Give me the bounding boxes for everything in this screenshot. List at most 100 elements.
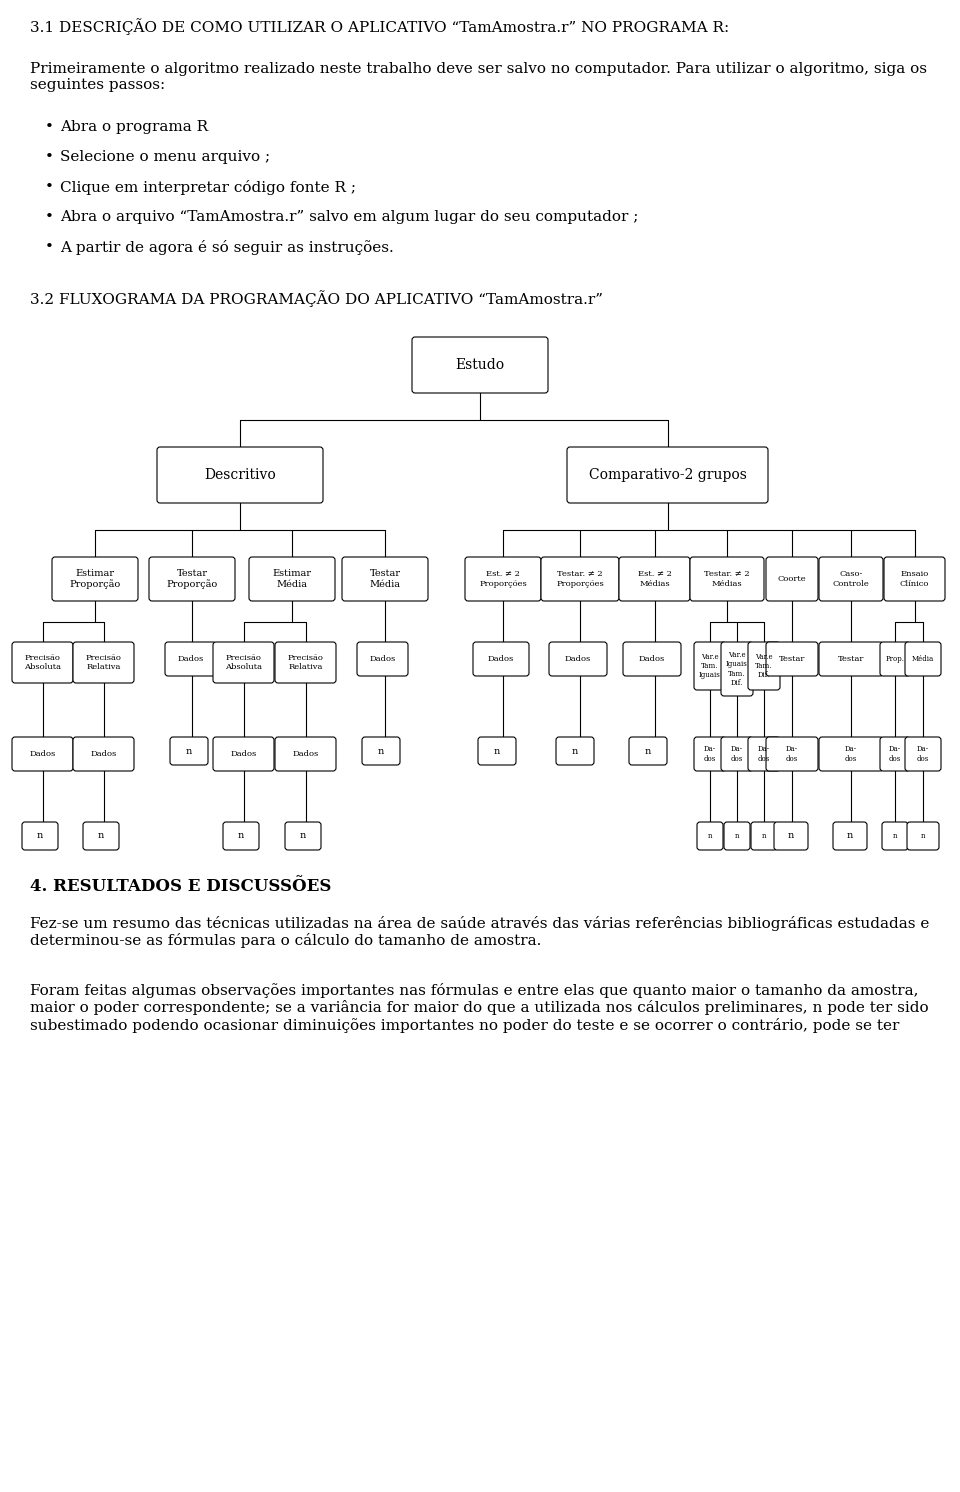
FancyBboxPatch shape: [774, 822, 808, 850]
FancyBboxPatch shape: [567, 448, 768, 503]
Text: Da-
dos: Da- dos: [704, 746, 716, 762]
FancyBboxPatch shape: [721, 737, 753, 771]
Text: Testar. ≠ 2
Proporções: Testar. ≠ 2 Proporções: [556, 570, 604, 588]
Text: Abra o programa R: Abra o programa R: [60, 119, 208, 134]
Text: n: n: [788, 831, 794, 840]
FancyBboxPatch shape: [766, 737, 818, 771]
FancyBboxPatch shape: [766, 642, 818, 676]
Text: Dados: Dados: [90, 750, 116, 758]
FancyBboxPatch shape: [73, 642, 134, 683]
FancyBboxPatch shape: [357, 642, 408, 676]
Text: n: n: [645, 746, 651, 755]
Text: Estudo: Estudo: [455, 358, 505, 372]
Text: 4. RESULTADOS E DISCUSSÕES: 4. RESULTADOS E DISCUSSÕES: [30, 877, 331, 895]
Text: Dados: Dados: [293, 750, 319, 758]
Text: Prop.: Prop.: [885, 655, 904, 662]
FancyBboxPatch shape: [52, 557, 138, 601]
FancyBboxPatch shape: [751, 822, 777, 850]
FancyBboxPatch shape: [275, 737, 336, 771]
FancyBboxPatch shape: [619, 557, 690, 601]
Text: Testar: Testar: [779, 655, 805, 662]
Text: Média: Média: [912, 655, 934, 662]
Text: Testar
Média: Testar Média: [370, 570, 400, 589]
FancyBboxPatch shape: [880, 737, 910, 771]
FancyBboxPatch shape: [342, 557, 428, 601]
Text: Estimar
Proporção: Estimar Proporção: [69, 568, 121, 589]
Text: 3.2 FLUXOGRAMA DA PROGRAMAÇÃO DO APLICATIVO “TamAmostra.r”: 3.2 FLUXOGRAMA DA PROGRAMAÇÃO DO APLICAT…: [30, 289, 603, 307]
Text: •: •: [45, 240, 54, 254]
FancyBboxPatch shape: [884, 557, 945, 601]
Text: Precisão
Relativa: Precisão Relativa: [85, 653, 121, 671]
FancyBboxPatch shape: [819, 737, 883, 771]
FancyBboxPatch shape: [12, 737, 73, 771]
FancyBboxPatch shape: [748, 642, 780, 689]
Text: n: n: [36, 831, 43, 840]
FancyBboxPatch shape: [819, 642, 883, 676]
FancyBboxPatch shape: [12, 642, 73, 683]
FancyBboxPatch shape: [724, 822, 750, 850]
Text: Da-
dos: Da- dos: [845, 746, 857, 762]
Text: Selecione o menu arquivo ;: Selecione o menu arquivo ;: [60, 151, 270, 164]
Text: Dados: Dados: [488, 655, 515, 662]
Text: Primeiramente o algoritmo realizado neste trabalho deve ser salvo no computador.: Primeiramente o algoritmo realizado nest…: [30, 63, 927, 93]
Text: Da-
dos: Da- dos: [731, 746, 743, 762]
Text: Var.e
Tam.
Dif.: Var.e Tam. Dif.: [756, 653, 773, 679]
Text: n: n: [761, 833, 766, 840]
Text: n: n: [708, 833, 712, 840]
FancyBboxPatch shape: [694, 642, 726, 689]
Text: Testar. ≠ 2
Médias: Testar. ≠ 2 Médias: [705, 570, 750, 588]
FancyBboxPatch shape: [213, 737, 274, 771]
Text: Foram feitas algumas observações importantes nas fórmulas e entre elas que quant: Foram feitas algumas observações importa…: [30, 983, 928, 1032]
Text: Abra o arquivo “TamAmostra.r” salvo em algum lugar do seu computador ;: Abra o arquivo “TamAmostra.r” salvo em a…: [60, 210, 638, 224]
FancyBboxPatch shape: [549, 642, 607, 676]
Text: Dados: Dados: [30, 750, 56, 758]
Text: n: n: [493, 746, 500, 755]
FancyBboxPatch shape: [83, 822, 119, 850]
FancyBboxPatch shape: [22, 822, 58, 850]
FancyBboxPatch shape: [623, 642, 681, 676]
Text: Dados: Dados: [230, 750, 256, 758]
Text: Da-
dos: Da- dos: [889, 746, 901, 762]
FancyBboxPatch shape: [412, 337, 548, 392]
FancyBboxPatch shape: [157, 448, 323, 503]
Text: Var.e
Iguais
Tam.
Dif.: Var.e Iguais Tam. Dif.: [726, 651, 748, 686]
FancyBboxPatch shape: [880, 642, 910, 676]
Text: A partir de agora é só seguir as instruções.: A partir de agora é só seguir as instruç…: [60, 240, 394, 255]
Text: Da-
dos: Da- dos: [757, 746, 770, 762]
Text: Est. ≠ 2
Médias: Est. ≠ 2 Médias: [637, 570, 671, 588]
Text: n: n: [300, 831, 306, 840]
FancyBboxPatch shape: [556, 737, 594, 765]
FancyBboxPatch shape: [541, 557, 619, 601]
Text: Est. ≠ 2
Proporções: Est. ≠ 2 Proporções: [479, 570, 527, 588]
FancyBboxPatch shape: [690, 557, 764, 601]
Text: Precisão
Absoluta: Precisão Absoluta: [24, 653, 61, 671]
Text: Descritivo: Descritivo: [204, 468, 276, 482]
FancyBboxPatch shape: [362, 737, 400, 765]
Text: Testar: Testar: [838, 655, 864, 662]
FancyBboxPatch shape: [748, 737, 780, 771]
FancyBboxPatch shape: [149, 557, 235, 601]
FancyBboxPatch shape: [170, 737, 208, 765]
Text: Precisão
Absoluta: Precisão Absoluta: [225, 653, 262, 671]
Text: Fez-se um resumo das técnicas utilizadas na área de saúde através das várias ref: Fez-se um resumo das técnicas utilizadas…: [30, 916, 929, 949]
FancyBboxPatch shape: [213, 642, 274, 683]
Text: •: •: [45, 210, 54, 224]
Text: •: •: [45, 151, 54, 164]
Text: Estimar
Média: Estimar Média: [273, 570, 311, 589]
FancyBboxPatch shape: [819, 557, 883, 601]
Text: n: n: [572, 746, 578, 755]
Text: Da-
dos: Da- dos: [917, 746, 929, 762]
Text: n: n: [186, 746, 192, 755]
FancyBboxPatch shape: [697, 822, 723, 850]
Text: n: n: [98, 831, 104, 840]
Text: Dados: Dados: [178, 655, 204, 662]
FancyBboxPatch shape: [905, 642, 941, 676]
FancyBboxPatch shape: [833, 822, 867, 850]
FancyBboxPatch shape: [473, 642, 529, 676]
FancyBboxPatch shape: [249, 557, 335, 601]
FancyBboxPatch shape: [465, 557, 541, 601]
Text: Testar
Proporção: Testar Proporção: [166, 568, 218, 589]
Text: Dados: Dados: [370, 655, 396, 662]
FancyBboxPatch shape: [905, 737, 941, 771]
Text: Ensaio
Clínico: Ensaio Clínico: [900, 570, 929, 588]
